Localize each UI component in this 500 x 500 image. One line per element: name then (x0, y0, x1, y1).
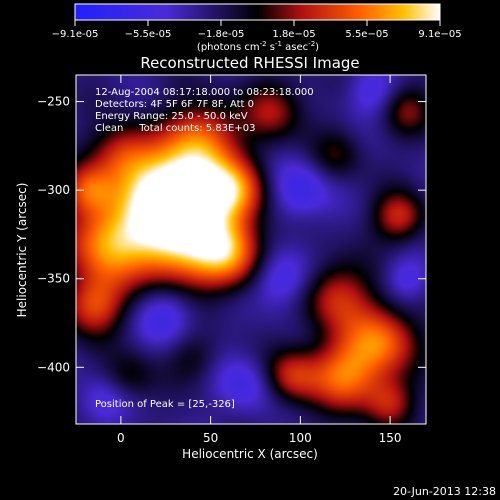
colorbar-tick-label: −1.8e-05 (198, 29, 245, 40)
y-tick-label: −250 (37, 95, 70, 109)
x-tick-label: 150 (379, 431, 402, 445)
y-tick-label: −400 (37, 360, 70, 374)
y-tick-label: −300 (37, 183, 70, 197)
axes: 0 50 100 150 −250 −300 −350 −400 (37, 75, 426, 445)
y-tick-label: −350 (37, 272, 70, 286)
colorbar-tick-label: −5.5e-05 (125, 29, 172, 40)
x-axis-label: Heliocentric X (arcsec) (182, 447, 318, 461)
x-tick-label: 100 (289, 431, 312, 445)
annotation-energy: Energy Range: 25.0 - 50.0 keV (95, 111, 248, 122)
annotation-detectors: Detectors: 4F 5F 6F 7F 8F, Att 0 (95, 99, 254, 110)
annotation-time: 12-Aug-2004 08:17:18.000 to 08:23:18.000 (95, 87, 314, 98)
colorbar-tick-label: 5.5e−05 (345, 29, 388, 40)
plot-frame (75, 74, 427, 425)
chart-title: Reconstructed RHESSI Image (140, 54, 359, 72)
footer-date: 20-Jun-2013 12:38 (393, 485, 496, 498)
colorbar-tick-label: 1.8e−05 (272, 29, 315, 40)
annotation-block: 12-Aug-2004 08:17:18.000 to 08:23:18.000… (95, 87, 314, 134)
annotation-clean: Clean Total counts: 5.83E+03 (95, 123, 255, 134)
colorbar (74, 3, 441, 21)
colorbar-tick-label: −9.1e-05 (52, 29, 99, 40)
heatmap-image (76, 75, 426, 424)
colorbar-ticks: −9.1e-05 −5.5e-05 −1.8e-05 1.8e−05 5.5e−05 9.… (52, 20, 462, 40)
colorbar-tick-label: 9.1e−05 (418, 29, 461, 40)
x-tick-label: 50 (203, 431, 218, 445)
x-tick-label: 0 (117, 431, 125, 445)
peak-position-label: Position of Peak = [25,-326] (95, 399, 235, 410)
y-axis-label: Heliocentric Y (arcsec) (15, 183, 29, 318)
colorbar-units: (photons cm-2 s-1 asec-2) (197, 40, 319, 53)
